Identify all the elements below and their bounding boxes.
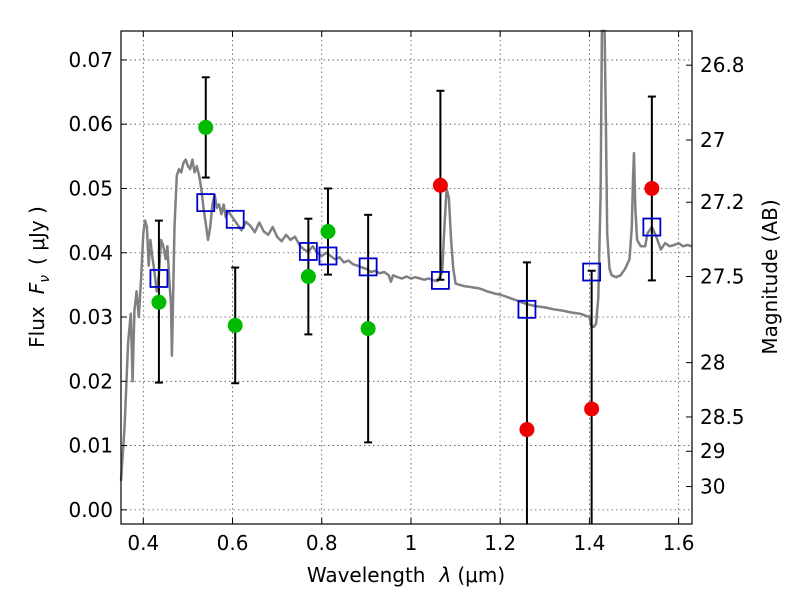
model-flux-square: [517, 299, 537, 319]
magnitude-tick-label: 28.5: [700, 405, 745, 429]
magnitude-tick-label: 27.2: [700, 190, 745, 214]
magnitude-tick-label: 28: [700, 351, 725, 375]
magnitude-axis-ticks: 26.8 27 27.2 27.5 28 28.5 29 30: [686, 53, 745, 499]
model-flux-square: [582, 262, 602, 282]
y-tick-label: 0.05: [68, 176, 113, 200]
y-tick-label: 0.00: [68, 498, 113, 522]
detection-point: [300, 269, 316, 285]
x-axis-ticks: 0.4 0.6 0.8 1 1.2 1.4 1.6: [127, 31, 695, 555]
magnitude-tick-label: 26.8: [700, 53, 745, 77]
detection-point: [198, 119, 214, 135]
model-flux-square: [318, 246, 338, 266]
model-flux-square: [358, 257, 378, 277]
magnitude-tick-label: 29: [700, 439, 725, 463]
y-tick-label: 0.01: [68, 434, 113, 458]
x-tick-label: 0.4: [127, 531, 159, 555]
magnitude-tick-label: 27.5: [700, 264, 745, 288]
model-flux-square: [298, 242, 318, 261]
x-tick-label: 1.4: [573, 531, 605, 555]
detection-point: [360, 321, 376, 337]
detection-point: [151, 294, 167, 310]
model-flux-square: [225, 209, 245, 229]
model-flux-square: [149, 269, 169, 288]
x-axis-label: Wavelength λ (μm): [307, 563, 505, 587]
low-significance-point: [644, 180, 660, 196]
x-tick-label: 1.2: [484, 531, 516, 555]
y-axis-label: FluxFν( μJy ): [25, 206, 53, 348]
data-points: [149, 119, 662, 438]
x-tick-label: 1.6: [663, 531, 695, 555]
plot-frame: [120, 30, 693, 525]
grid-lines: [121, 31, 692, 524]
y-axis-ticks: 0.00 0.01 0.02 0.03 0.04 0.05 0.06 0.07: [68, 48, 127, 522]
magnitude-tick-label: 27: [700, 128, 725, 152]
detection-point: [227, 317, 243, 333]
low-significance-point: [584, 401, 600, 417]
y-tick-label: 0.06: [68, 112, 113, 136]
y-tick-label: 0.04: [68, 241, 113, 265]
y-tick-label: 0.07: [68, 48, 113, 72]
model-flux-square: [431, 270, 450, 290]
magnitude-axis-label: Magnitude (AB): [758, 199, 782, 354]
model-flux-square: [196, 193, 216, 213]
y-tick-label: 0.03: [68, 305, 113, 329]
x-tick-label: 1: [405, 531, 418, 555]
y-tick-label: 0.02: [68, 369, 113, 393]
error-bars: [154, 76, 656, 524]
x-tick-label: 0.6: [217, 531, 249, 555]
magnitude-tick-label: 30: [700, 475, 725, 499]
x-tick-label: 0.8: [306, 531, 338, 555]
detection-point: [320, 224, 336, 240]
model-flux-square: [642, 217, 662, 237]
low-significance-point: [519, 422, 535, 438]
low-significance-point: [432, 177, 448, 193]
